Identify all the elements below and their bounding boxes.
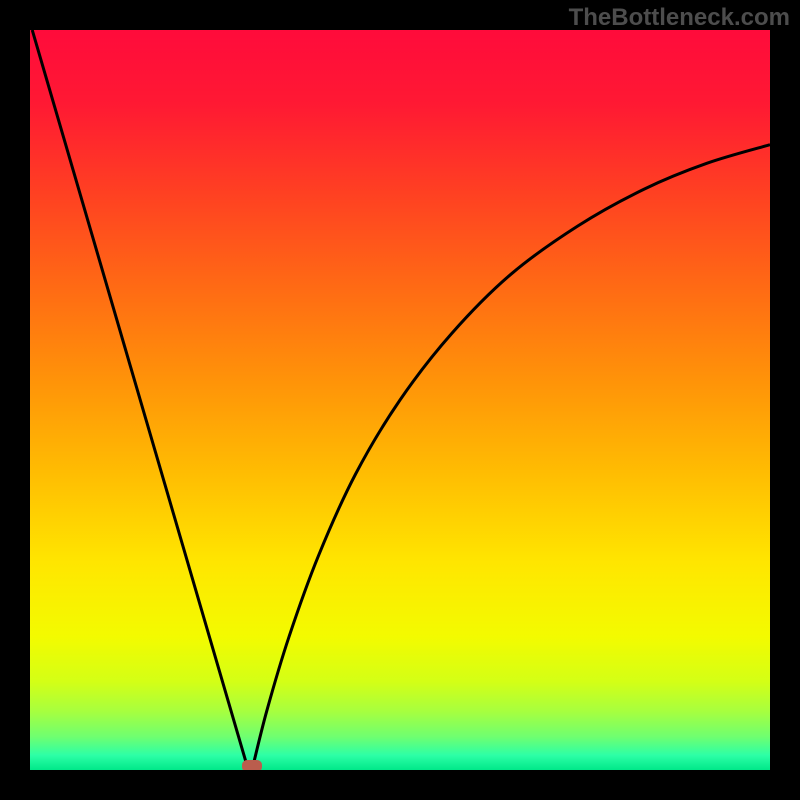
curve-left-branch — [32, 30, 248, 770]
bottleneck-curve — [30, 30, 770, 770]
curve-right-branch — [252, 145, 770, 770]
watermark-text: TheBottleneck.com — [569, 4, 790, 32]
plot-area — [30, 30, 770, 770]
minimum-marker — [242, 760, 262, 770]
